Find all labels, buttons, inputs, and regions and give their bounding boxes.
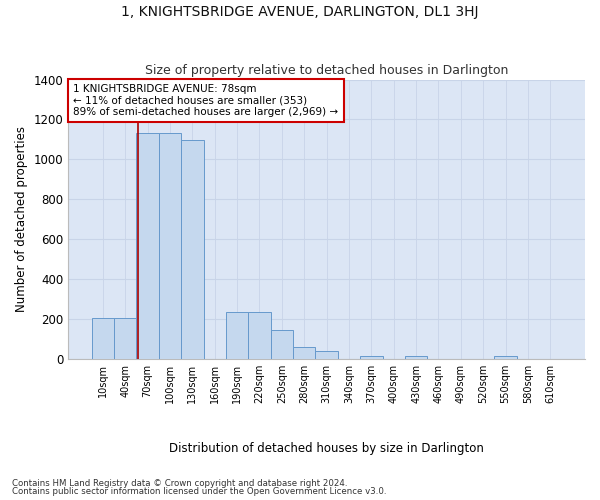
Text: Contains public sector information licensed under the Open Government Licence v3: Contains public sector information licen… bbox=[12, 487, 386, 496]
Bar bbox=[114, 318, 136, 359]
Bar bbox=[92, 318, 114, 359]
Text: Contains HM Land Registry data © Crown copyright and database right 2024.: Contains HM Land Registry data © Crown c… bbox=[12, 478, 347, 488]
Y-axis label: Number of detached properties: Number of detached properties bbox=[15, 126, 28, 312]
Bar bbox=[159, 134, 181, 359]
Bar bbox=[271, 330, 293, 359]
Bar bbox=[316, 351, 338, 359]
Bar bbox=[181, 140, 203, 359]
Bar bbox=[248, 312, 271, 359]
Text: 1, KNIGHTSBRIDGE AVENUE, DARLINGTON, DL1 3HJ: 1, KNIGHTSBRIDGE AVENUE, DARLINGTON, DL1… bbox=[121, 5, 479, 19]
Bar bbox=[293, 347, 316, 359]
Text: 1 KNIGHTSBRIDGE AVENUE: 78sqm
← 11% of detached houses are smaller (353)
89% of : 1 KNIGHTSBRIDGE AVENUE: 78sqm ← 11% of d… bbox=[73, 84, 338, 117]
Bar bbox=[405, 356, 427, 359]
Bar bbox=[360, 356, 383, 359]
Bar bbox=[494, 356, 517, 359]
Title: Size of property relative to detached houses in Darlington: Size of property relative to detached ho… bbox=[145, 64, 508, 77]
Bar bbox=[136, 134, 159, 359]
Bar bbox=[226, 312, 248, 359]
X-axis label: Distribution of detached houses by size in Darlington: Distribution of detached houses by size … bbox=[169, 442, 484, 455]
